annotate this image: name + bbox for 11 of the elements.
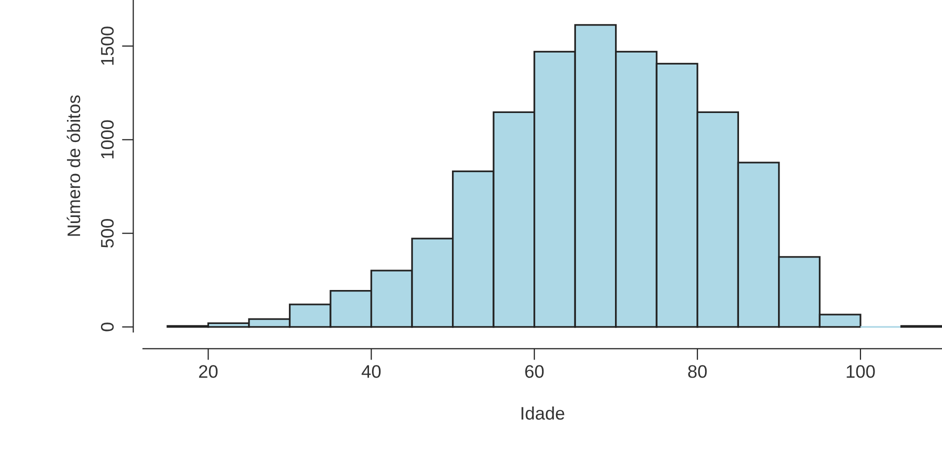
y-tick-label: 500 bbox=[100, 218, 114, 248]
x-tick-label: 80 bbox=[688, 365, 707, 378]
x-axis-title: Idade bbox=[522, 406, 564, 420]
x-tick-label: 20 bbox=[199, 365, 218, 378]
y-tick-label: 0 bbox=[100, 322, 114, 332]
y-tick-label: 1500 bbox=[100, 26, 114, 65]
x-tick-label: 60 bbox=[525, 365, 544, 378]
x-tick-label: 100 bbox=[846, 365, 875, 378]
y-axis-title: Número de óbitos bbox=[66, 95, 80, 236]
y-tick-label: 1000 bbox=[100, 120, 114, 158]
x-tick-label: 40 bbox=[362, 365, 381, 378]
